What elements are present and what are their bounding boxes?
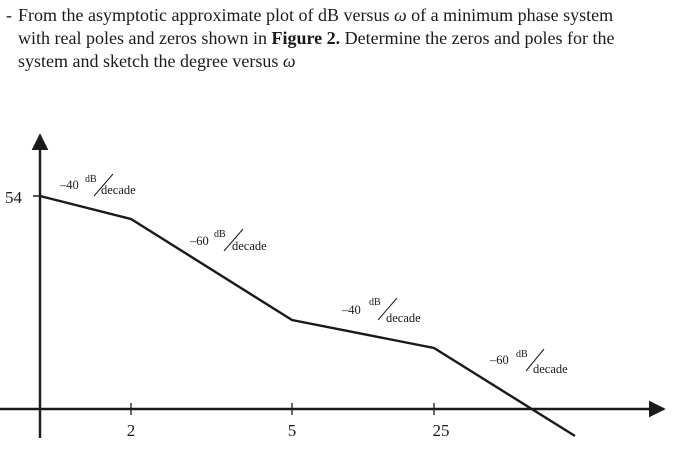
problem-text-line2a: with real poles and zeros shown in [18, 28, 272, 48]
slope-label-1-den: decade [101, 183, 136, 197]
omega-symbol-2: ω [282, 51, 296, 71]
problem-text-line1b: of a minimum phase system [406, 5, 614, 25]
figure-reference: Figure 2. [271, 28, 341, 48]
problem-line2: with real poles and zeros shown in Figur… [6, 27, 682, 50]
x-tick-label-25: 25 [433, 421, 450, 440]
slope-label-1: –40 dB decade [59, 173, 136, 197]
slope-label-4-den: decade [533, 362, 568, 376]
problem-line3: system and sketch the degree versus ω [6, 50, 682, 73]
slope-label-1-coef: –40 [59, 178, 79, 192]
slope-label-2-num: dB [214, 229, 226, 240]
slope-label-2-coef: –60 [189, 234, 209, 248]
slope-label-1-num: dB [85, 174, 97, 185]
slope-label-2-fraction-bar [223, 228, 244, 252]
problem-text-line3a: system and sketch the degree versus [18, 51, 283, 71]
y-tick-label-54: 54 [5, 188, 23, 207]
x-tick-label-2: 2 [127, 421, 136, 440]
slope-label-3-num: dB [369, 297, 381, 308]
slope-label-2-den: decade [232, 239, 267, 253]
omega-symbol: ω [393, 5, 407, 25]
x-tick-label-5: 5 [288, 421, 297, 440]
slope-label-4-num: dB [516, 349, 528, 360]
problem-text-line2b: Determine the zeros and poles for the [340, 28, 615, 48]
slope-label-3-coef: –40 [341, 303, 361, 317]
slope-label-3-den: decade [386, 311, 421, 325]
slope-label-4-coef: –60 [489, 353, 509, 367]
magnitude-asymptote-curve [39, 194, 576, 438]
slope-label-4: –60 dB decade [489, 348, 568, 376]
slope-label-3-fraction-bar [377, 297, 398, 321]
slope-label-3: –40 dB decade [341, 297, 421, 325]
bullet-marker: - [6, 5, 12, 25]
problem-text-line1a: From the asymptotic approximate plot of … [18, 5, 394, 25]
slope-label-2: –60 dB decade [189, 228, 267, 253]
problem-statement: - From the asymptotic approximate plot of… [6, 4, 682, 73]
slope-label-4-fraction-bar [525, 348, 545, 372]
slope-label-1-fraction-bar [93, 173, 114, 197]
